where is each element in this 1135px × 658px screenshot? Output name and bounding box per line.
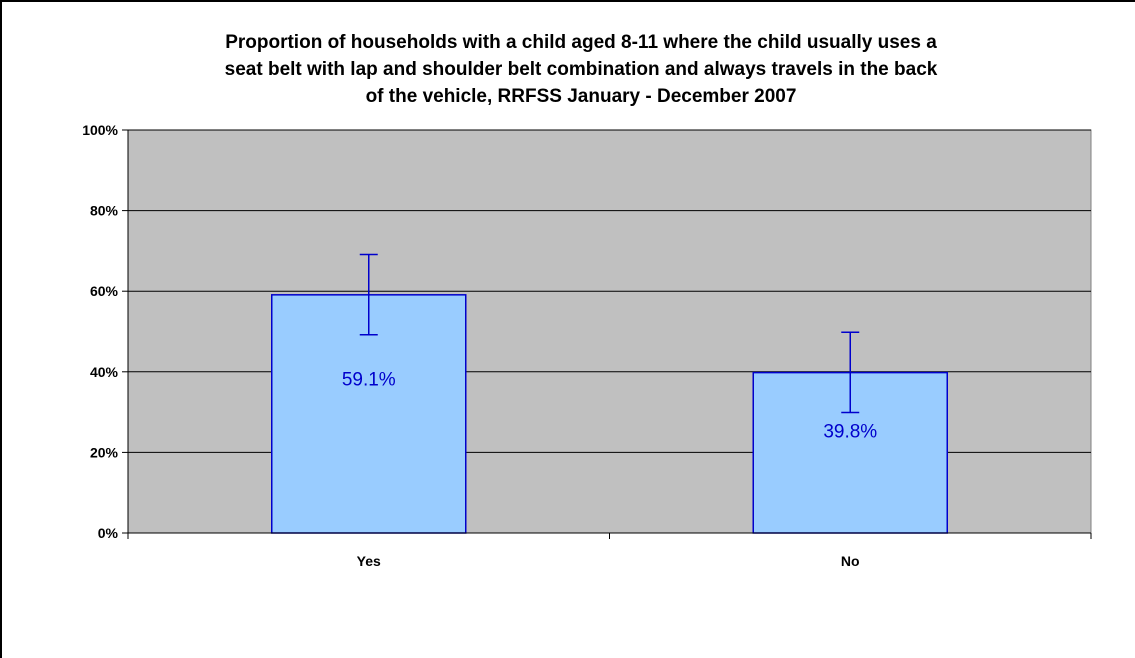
chart-title: Proportion of households with a child ag…: [225, 32, 938, 107]
data-label-yes: 59.1%: [342, 369, 396, 390]
x-tick-label: No: [841, 553, 860, 569]
data-labels: 59.1% 39.8%: [342, 369, 877, 442]
bars: [271, 294, 948, 534]
error-bar-no: [841, 331, 860, 414]
y-tick-label: 100%: [82, 122, 118, 138]
y-tick-label: 20%: [90, 444, 119, 460]
y-tick-label: 0%: [98, 525, 119, 541]
error-bar-yes: [359, 253, 378, 336]
x-tick-label: Yes: [357, 553, 381, 569]
chart-title-line: seat belt with lap and shoulder belt com…: [225, 59, 938, 80]
error-bars: [359, 253, 860, 414]
y-tick-label: 80%: [90, 203, 119, 219]
axes: [122, 129, 1092, 539]
data-label-no: 39.8%: [823, 422, 877, 443]
x-axis-tick-labels: Yes No: [357, 553, 860, 569]
y-tick-label: 40%: [90, 364, 119, 380]
y-axis-tick-labels: 0% 20% 40% 60% 80% 100%: [82, 122, 118, 541]
y-tick-label: 60%: [90, 283, 119, 299]
chart-title-line: of the vehicle, RRFSS January - December…: [366, 86, 797, 107]
chart-title-line: Proportion of households with a child ag…: [225, 32, 937, 53]
